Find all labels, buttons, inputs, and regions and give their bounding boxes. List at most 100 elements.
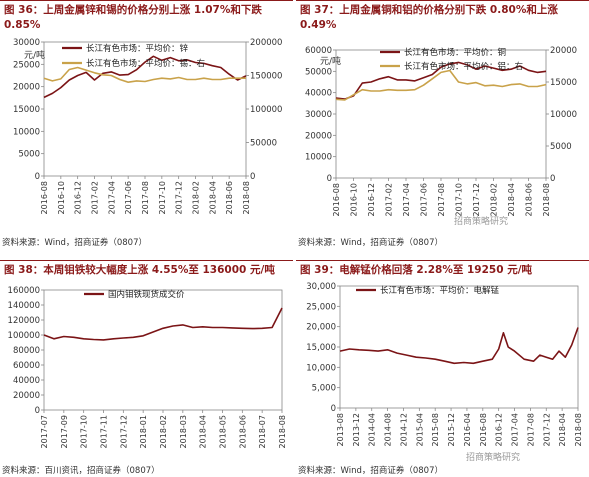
panel-top-rule	[0, 0, 293, 1]
x-tick-label: 2016-12	[367, 183, 376, 216]
y-tick-label: 40000	[305, 89, 332, 99]
chart-c38: 0 20000 40000 60000 80000 100000 120000 140000 1…	[8, 286, 287, 448]
plot-frame	[339, 285, 579, 409]
x-tick-label: 2013-08	[336, 413, 345, 446]
x-tick-label: 2016-08	[332, 183, 341, 216]
panel-top-rule	[296, 0, 589, 1]
series-line	[335, 69, 547, 101]
watermark-text: 招商策略研究	[454, 217, 509, 227]
y-tick-label: 160000	[8, 286, 40, 296]
y-right-tick-label: 100000	[250, 105, 282, 115]
x-tick-label: 2014-08	[384, 413, 393, 446]
panel-top-rule	[296, 260, 589, 261]
x-tick-label: 2017-09	[60, 415, 69, 448]
series-line	[43, 307, 283, 341]
y-right-tick-label: 5000	[550, 142, 572, 152]
chart-c39: 0 5,000 10,000 15,000 20,000 25,000 30,000 2013…	[306, 282, 583, 446]
x-tick-label: 2017-06	[420, 183, 429, 216]
y-right-tick-label: 0	[550, 174, 555, 184]
y-tick-label: 30,000	[306, 282, 336, 292]
x-tick-label: 2018-08	[278, 415, 287, 448]
x-tick-label: 2018-04	[507, 183, 516, 216]
y-tick-label: 15000	[13, 105, 40, 115]
y-tick-label: 30000	[305, 110, 332, 120]
x-tick-label: 2018-02	[192, 181, 201, 214]
x-tick-label: 2016-10	[57, 181, 66, 214]
y-tick-label: 40000	[13, 376, 40, 386]
x-tick-label: 2017-12	[119, 415, 128, 448]
x-tick-label: 2017-04	[402, 183, 411, 216]
x-tick-label: 2018-06	[525, 183, 534, 216]
x-tick-label: 2017-07	[40, 415, 49, 448]
x-tick-label: 2017-08	[141, 181, 150, 214]
plot-frame	[43, 289, 283, 411]
x-tick-label: 2018-05	[219, 415, 228, 448]
series-line	[335, 61, 547, 100]
x-tick-label: 2015-12	[447, 413, 456, 446]
x-tick-label: 2018-01	[139, 415, 148, 448]
y-tick-label: 60000	[305, 46, 332, 56]
x-tick-label: 2017-02	[91, 181, 100, 214]
x-tick-label: 2013-12	[352, 413, 361, 446]
x-tick-label: 2016-12	[495, 413, 504, 446]
y-tick-label: 60000	[13, 361, 40, 371]
y-tick-label: 120000	[8, 316, 40, 326]
y-tick-label: 0	[327, 174, 332, 184]
x-tick-label: 2017-12	[175, 181, 184, 214]
chart-source: 资料来源：Wind，招商证券（0807）	[298, 238, 443, 248]
y-tick-label: 20,000	[306, 323, 336, 333]
x-tick-label: 2017-08	[437, 183, 446, 216]
x-tick-label: 2017-04	[511, 413, 520, 446]
y-tick-label: 5,000	[312, 384, 336, 394]
legend-label: 长江有色市场：平均价：电解锰	[380, 285, 500, 296]
x-tick-label: 2015-08	[431, 413, 440, 446]
y-tick-label: 25,000	[306, 302, 336, 312]
y-tick-label: 5000	[18, 150, 40, 160]
x-tick-label: 2016-12	[74, 181, 83, 214]
legend-label: 长江有色市场：平均价：锡：右	[86, 58, 205, 69]
y-tick-label: 25000	[13, 60, 40, 70]
y-tick-label: 100000	[8, 331, 40, 341]
y-tick-label: 20000	[13, 83, 40, 93]
x-tick-label: 2018-02	[159, 415, 168, 448]
x-tick-label: 2017-12	[472, 183, 481, 216]
y-right-tick-label: 150000	[250, 72, 282, 82]
x-tick-label: 2016-08	[479, 413, 488, 446]
series-line	[339, 327, 579, 365]
y-right-tick-label: 10000	[550, 110, 577, 120]
chart-panel-38: 图 38：本周钼铁较大幅度上涨 4.55%至 136000 元/吨 0 20000…	[0, 260, 293, 477]
x-tick-label: 2018-06	[238, 415, 247, 448]
chart-source: 资料来源：百川资讯，招商证券（0807）	[2, 466, 160, 476]
y-right-tick-label: 50000	[250, 139, 277, 149]
chart-source: 资料来源：Wind，招商证券（0807）	[2, 238, 147, 248]
chart-c37: 0 10000 20000 30000 40000 50000 60000 0 5000 1000…	[305, 46, 577, 216]
x-tick-label: 2018-03	[179, 415, 188, 448]
y-tick-label: 15,000	[306, 343, 336, 353]
y-tick-label: 140000	[8, 301, 40, 311]
x-tick-label: 2017-02	[385, 183, 394, 216]
chart-panel-39: 图 39：电解锰价格回落 2.28%至 19250 元/吨 0 5,000 10,0…	[296, 260, 589, 477]
y-right-tick-label: 20000	[550, 46, 577, 56]
x-tick-label: 2017-12	[542, 413, 551, 446]
y-tick-label: 0	[35, 406, 40, 416]
x-tick-label: 2017-11	[100, 415, 109, 448]
chart-c36: 0 5000 10000 15000 20000 25000 30000 0 50000 1000…	[13, 38, 283, 214]
y-axis-label: 元/吨	[24, 49, 45, 61]
legend-label: 国内钼铁现货成交价	[108, 289, 185, 300]
panel-top-rule	[0, 260, 293, 261]
x-tick-label: 2018-04	[558, 413, 567, 446]
chart-source: 资料来源：Wind，招商证券（0807）	[298, 466, 443, 476]
x-tick-label: 2017-06	[124, 181, 133, 214]
y-right-tick-label: 15000	[550, 78, 577, 88]
y-right-tick-label: 0	[250, 172, 255, 182]
chart-title: 图 39：电解锰价格回落 2.28%至 19250 元/吨	[300, 264, 533, 276]
x-tick-label: 2016-08	[40, 181, 49, 214]
y-tick-label: 50000	[305, 67, 332, 77]
x-tick-label: 2014-12	[399, 413, 408, 446]
x-tick-label: 2017-10	[455, 183, 464, 216]
chart-panel-36: 图 36：上周金属锌和锡的价格分别上涨 1.07%和下跌 0.85% 0 5000…	[0, 0, 293, 248]
chart-title: 图 38：本周钼铁较大幅度上涨 4.55%至 136000 元/吨	[4, 264, 275, 276]
chart-title: 图 37：上周金属铜和铝的价格分别下跌 0.80%和上涨 0.49%	[300, 4, 558, 31]
x-tick-label: 2017-04	[107, 181, 116, 214]
y-tick-label: 0	[35, 172, 40, 182]
